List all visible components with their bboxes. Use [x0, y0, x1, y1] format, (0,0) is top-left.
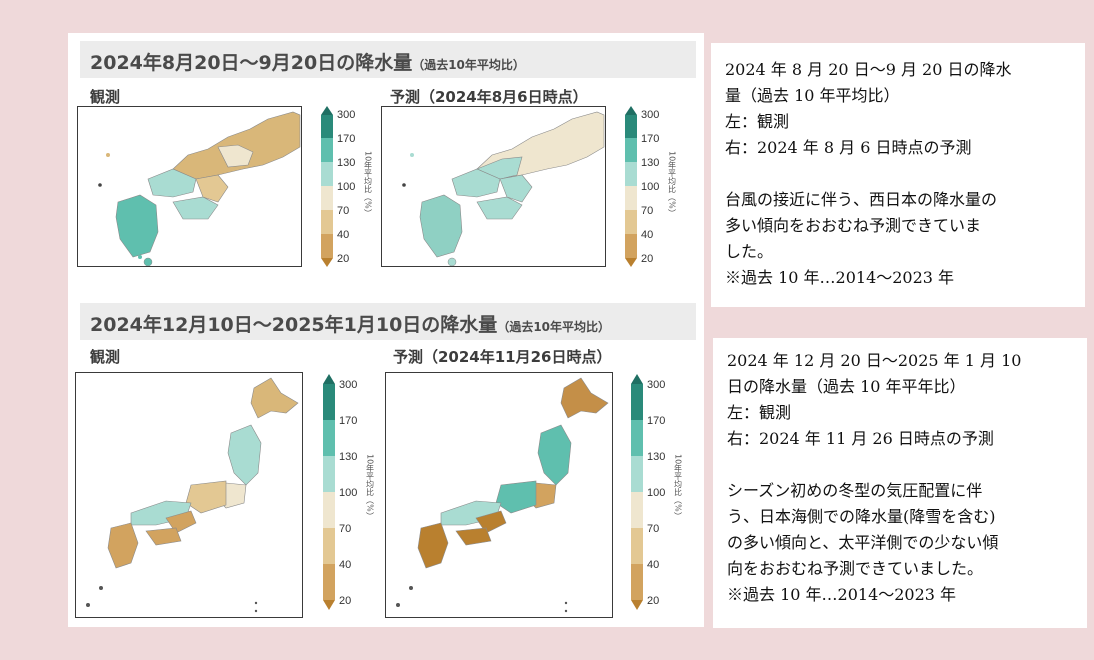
bottom-left-legend: 300 170 130 100 70 40 20 10年平均比（%） [323, 374, 375, 610]
legend-tick: 170 [641, 133, 659, 145]
tohoku-region [537, 424, 572, 486]
legend-tick: 130 [339, 451, 357, 463]
legend-tick: 70 [339, 523, 351, 535]
text-line: ※過去 10 年…2014～2023 年 [727, 585, 957, 604]
shikoku-region [145, 527, 182, 546]
kyushu-region [115, 194, 159, 258]
kyushu-region [107, 522, 139, 569]
text-line: した。 [725, 242, 774, 261]
legend-tick: 130 [647, 451, 665, 463]
legend-caption: 10年平均比（%） [364, 151, 373, 217]
top-figure-title-note: （過去10年平均比） [412, 58, 525, 72]
top-figure-title: 2024年8月20日～9月20日の降水量（過去10年平均比） [90, 52, 525, 74]
top-left-legend: 300 170 130 100 70 40 20 10年平均比（%） [321, 106, 373, 267]
legend-tick: 40 [337, 229, 349, 241]
top-observed-map [77, 106, 302, 267]
legend-tick: 100 [641, 181, 659, 193]
text-line: 左：観測 [725, 112, 790, 131]
text-line: 日の降水量（過去 10 年平年比） [727, 377, 966, 396]
bottom-figure-title-bar: 2024年12月10日～2025年1月10日の降水量（過去10年平均比） [80, 303, 696, 340]
shikoku-region [476, 196, 523, 220]
hokkaido-region [250, 377, 299, 419]
kinki-region [475, 510, 507, 534]
shikoku-region [172, 196, 219, 220]
legend-tick: 70 [647, 523, 659, 535]
text-line: の多い傾向と、太平洋側での少ない傾 [727, 533, 999, 552]
text-line: 左：観測 [727, 403, 792, 422]
legend-tick: 170 [647, 415, 665, 427]
bottom-observed-map [75, 372, 303, 618]
shikoku-region [455, 527, 492, 546]
legend-tick: 20 [339, 595, 351, 607]
text-line: 台風の接近に伴う、西日本の降水量の [725, 190, 998, 209]
legend-tick: 100 [337, 181, 355, 193]
chubu-region [495, 480, 537, 514]
legend-tick: 70 [337, 205, 349, 217]
legend-tick: 300 [337, 109, 355, 121]
chubu-region [185, 480, 227, 514]
text-line: シーズン初めの冬型の気圧配置に伴 [727, 481, 983, 500]
legend-tick: 300 [641, 109, 659, 121]
legend-tick: 170 [339, 415, 357, 427]
top-figure-title-bar: 2024年8月20日～9月20日の降水量（過去10年平均比） [80, 41, 696, 78]
kinki-region [165, 510, 197, 534]
kyushu-region [417, 522, 449, 569]
legend-tick: 100 [339, 487, 357, 499]
legend-tick: 40 [647, 559, 659, 571]
kinki-region [195, 174, 229, 203]
figure-panel: 2024年8月20日～9月20日の降水量（過去10年平均比） 観測 予測（202… [68, 33, 704, 627]
hokkaido-region [560, 377, 609, 419]
text-line: 右：2024 年 11 月 26 日時点の予測 [727, 429, 994, 448]
legend-caption: 10年平均比（%） [366, 454, 375, 520]
legend-caption: 10年平均比（%） [668, 151, 677, 217]
text-line: 向をおおむね予測できていました。 [727, 559, 984, 578]
legend-caption: 10年平均比（%） [674, 454, 683, 520]
legend-tick: 20 [337, 253, 349, 265]
top-forecast-map [381, 106, 606, 267]
kyushu-region [419, 194, 463, 258]
legend-tick: 20 [647, 595, 659, 607]
top-right-legend: 300 170 130 100 70 40 20 10年平均比（%） [625, 106, 677, 267]
legend-tick: 300 [647, 379, 665, 391]
top-description: 2024 年 8 月 20 日～9 月 20 日の降水 量（過去 10 年平均比… [711, 43, 1085, 307]
bottom-description: 2024 年 12 月 20 日～2025 年 1 月 10 日の降水量（過去 … [713, 338, 1087, 628]
text-line: う、日本海側での降水量(降雪を含む) [727, 507, 996, 526]
text-line: 量（過去 10 年平均比） [725, 86, 900, 105]
bottom-right-legend: 300 170 130 100 70 40 20 10年平均比（%） [631, 374, 683, 610]
chugoku-region [147, 168, 197, 198]
bottom-figure-title-note: （過去10年平均比） [497, 320, 611, 334]
legend-tick: 70 [641, 205, 653, 217]
legend-tick: 20 [641, 253, 653, 265]
text-line: 2024 年 12 月 20 日～2025 年 1 月 10 [727, 351, 1022, 370]
text-line: ※過去 10 年…2014～2023 年 [725, 268, 955, 287]
chugoku-region [451, 168, 501, 198]
top-left-label: 観測 [90, 88, 121, 106]
bottom-left-label: 観測 [90, 348, 121, 366]
bottom-figure-title: 2024年12月10日～2025年1月10日の降水量（過去10年平均比） [90, 314, 611, 336]
legend-tick: 40 [641, 229, 653, 241]
tohoku-region [227, 424, 262, 486]
honshu-central-region [217, 144, 254, 168]
legend-tick: 130 [337, 157, 355, 169]
legend-tick: 40 [339, 559, 351, 571]
top-right-label: 予測（2024年8月6日時点） [390, 88, 588, 106]
bottom-forecast-map [385, 372, 613, 618]
legend-tick: 100 [647, 487, 665, 499]
kinki-region [499, 174, 533, 203]
text-line: 多い傾向をおおむね予測できていま [725, 216, 982, 235]
text-line: 右：2024 年 8 月 6 日時点の予測 [725, 138, 972, 157]
legend-tick: 130 [641, 157, 659, 169]
text-line: 2024 年 8 月 20 日～9 月 20 日の降水 [725, 60, 1012, 79]
legend-tick: 170 [337, 133, 355, 145]
legend-tick: 300 [339, 379, 357, 391]
bottom-right-label: 予測（2024年11月26日時点） [393, 348, 612, 366]
